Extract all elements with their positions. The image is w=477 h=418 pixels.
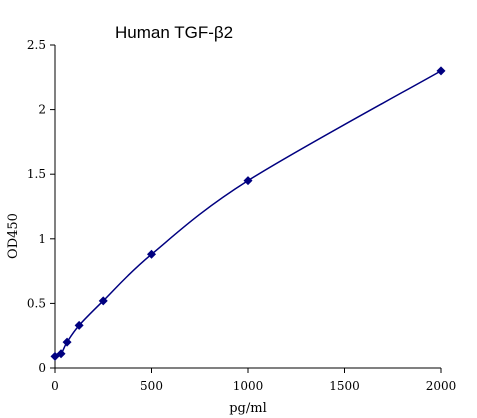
chart-title: Human TGF-β2 xyxy=(115,23,233,42)
data-point-diamond xyxy=(74,320,84,330)
data-point-diamond xyxy=(436,66,446,76)
data-point-diamond xyxy=(98,296,108,306)
x-axis-title: pg/ml xyxy=(229,401,267,416)
data-points xyxy=(50,66,446,361)
y-tick-label: 2.5 xyxy=(27,38,46,52)
data-point-diamond xyxy=(56,349,66,359)
y-tick-label: 0.5 xyxy=(27,296,46,310)
y-tick-label: 2 xyxy=(38,103,46,117)
ticks: 0 0.5 1 1.5 2 2.5 0 500 1000 1500 2000 xyxy=(27,38,456,393)
data-point-diamond xyxy=(62,337,72,347)
data-point-diamond xyxy=(147,249,156,259)
y-tick-label: 1 xyxy=(38,232,46,246)
data-point-diamond xyxy=(243,176,253,186)
fit-curve xyxy=(54,70,442,358)
axes xyxy=(54,45,441,369)
x-tick-label: 0 xyxy=(51,379,59,393)
y-tick-label: 1.5 xyxy=(27,167,46,181)
x-tick-label: 500 xyxy=(140,379,163,393)
x-tick-label: 1500 xyxy=(329,379,360,393)
x-tick-label: 1000 xyxy=(233,379,264,393)
x-tick-label: 2000 xyxy=(426,379,457,393)
y-tick-label: 0 xyxy=(38,361,46,375)
y-axis-title: OD450 xyxy=(6,213,21,259)
